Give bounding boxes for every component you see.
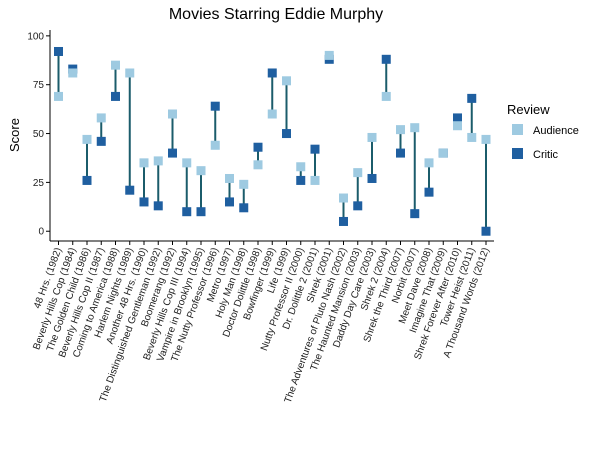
audience-point bbox=[139, 158, 149, 168]
critic-point bbox=[467, 93, 477, 103]
audience-point bbox=[410, 123, 420, 133]
critic-point bbox=[111, 91, 120, 101]
critic-point bbox=[96, 136, 106, 146]
audience-point bbox=[153, 156, 163, 166]
audience-point bbox=[453, 121, 462, 131]
critic-point bbox=[267, 68, 277, 78]
critic-point bbox=[310, 144, 320, 154]
audience-point bbox=[182, 158, 192, 168]
audience-point bbox=[467, 132, 477, 142]
audience-point bbox=[310, 175, 320, 185]
audience-point bbox=[239, 179, 249, 189]
critic-point bbox=[339, 216, 348, 226]
critic-point bbox=[453, 113, 462, 123]
critic-point bbox=[82, 175, 92, 185]
critic-point bbox=[481, 226, 491, 236]
critic-point bbox=[424, 187, 434, 197]
critic-point bbox=[253, 142, 263, 152]
critic-point bbox=[168, 148, 177, 158]
audience-point bbox=[296, 162, 306, 172]
y-tick-label: 50 bbox=[33, 129, 45, 140]
critic-point bbox=[282, 129, 291, 139]
y-tick-label: 75 bbox=[33, 80, 45, 91]
critic-point bbox=[153, 201, 163, 211]
critic-point bbox=[225, 197, 234, 207]
audience-point bbox=[438, 148, 448, 158]
audience-point bbox=[68, 68, 78, 78]
legend-label-critic: Critic bbox=[533, 149, 559, 161]
critic-point bbox=[239, 203, 249, 213]
critic-point bbox=[54, 46, 63, 56]
audience-point bbox=[353, 168, 363, 178]
legend-label-audience: Audience bbox=[533, 125, 579, 137]
critic-point bbox=[410, 209, 420, 219]
connector-lines bbox=[57, 51, 487, 232]
audience-point bbox=[253, 160, 263, 170]
y-tick-label: 0 bbox=[38, 227, 44, 238]
audience-point bbox=[54, 91, 63, 101]
audience-point bbox=[210, 140, 220, 150]
critic-point bbox=[396, 148, 405, 158]
audience-point bbox=[125, 68, 135, 78]
legend-swatch-audience bbox=[512, 124, 523, 135]
y-tick-label: 25 bbox=[33, 178, 45, 189]
critic-point bbox=[139, 197, 149, 207]
audience-point bbox=[424, 158, 434, 168]
audience-point bbox=[324, 50, 334, 60]
audience-point bbox=[367, 132, 377, 142]
legend: Review Audience Critic bbox=[507, 102, 579, 161]
audience-point bbox=[96, 113, 106, 123]
critic-point bbox=[381, 54, 391, 64]
audience-point bbox=[481, 134, 491, 144]
y-tick-label: 100 bbox=[27, 31, 44, 42]
critic-point bbox=[296, 175, 306, 185]
y-axis-title: Score bbox=[7, 118, 22, 152]
critic-point bbox=[196, 207, 206, 217]
audience-point bbox=[339, 193, 348, 203]
critic-point bbox=[210, 101, 220, 111]
critic-point bbox=[353, 201, 363, 211]
audience-point bbox=[82, 134, 92, 144]
audience-point bbox=[282, 76, 291, 86]
audience-point bbox=[396, 125, 405, 135]
audience-point bbox=[225, 173, 234, 183]
audience-point bbox=[111, 60, 120, 70]
audience-point bbox=[168, 109, 177, 119]
chart-title: Movies Starring Eddie Murphy bbox=[169, 6, 383, 23]
audience-point bbox=[196, 166, 206, 176]
data-points bbox=[54, 46, 491, 236]
legend-title: Review bbox=[507, 102, 550, 117]
audience-point bbox=[267, 109, 277, 119]
legend-swatch-critic bbox=[512, 148, 523, 159]
critic-point bbox=[182, 207, 192, 217]
critic-point bbox=[125, 185, 135, 195]
audience-point bbox=[381, 91, 391, 101]
critic-point bbox=[367, 173, 377, 183]
